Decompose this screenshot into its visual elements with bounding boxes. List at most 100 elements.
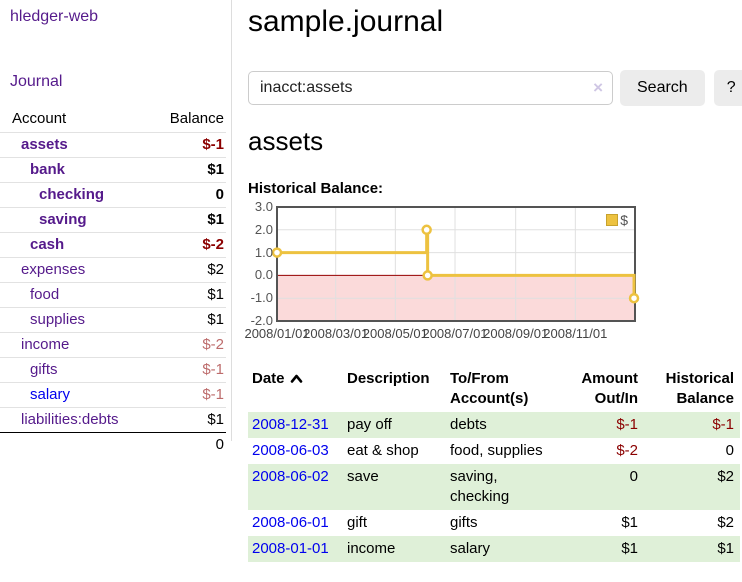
- account-row: checking 0: [0, 182, 226, 208]
- app-title-link[interactable]: hledger-web: [10, 8, 99, 25]
- tx-amount-cell: $1: [621, 514, 638, 531]
- x-axis-tick-label: 2008/01/01: [244, 326, 310, 341]
- transactions-table: Date Description To/From Account(s) Amou…: [248, 366, 740, 562]
- account-row: expenses $2: [0, 257, 226, 283]
- search-button[interactable]: Search: [620, 70, 705, 106]
- tx-balance-cell: $2: [717, 514, 734, 531]
- x-axis-tick-label: 2008/09/01: [483, 326, 549, 341]
- tx-amount-cell: 0: [629, 468, 638, 485]
- column-date[interactable]: Date: [248, 366, 343, 412]
- account-link[interactable]: assets: [21, 136, 68, 153]
- transaction-date-link[interactable]: 2008-06-02: [252, 468, 329, 485]
- account-balance: $-1: [202, 136, 224, 153]
- accounts-column-balance: Balance: [169, 110, 224, 127]
- tx-description-cell: eat & shop: [347, 442, 419, 459]
- account-row: bank $1: [0, 157, 226, 183]
- clear-search-icon[interactable]: ×: [593, 78, 603, 97]
- tx-date-cell: 2008-01-01: [248, 536, 343, 562]
- transaction-date-link[interactable]: 2008-12-31: [252, 416, 329, 433]
- account-row: assets $-1: [0, 132, 226, 158]
- y-axis-tick-label: -1.0: [250, 290, 273, 306]
- chart-plot-area: $: [271, 206, 640, 322]
- search-input[interactable]: [248, 71, 613, 105]
- account-balance: $1: [207, 286, 224, 303]
- account-balance: $2: [207, 261, 224, 278]
- help-button[interactable]: ?: [713, 70, 742, 106]
- tx-accounts-cell: salary: [450, 540, 491, 557]
- transaction-date-link[interactable]: 2008-06-03: [252, 442, 329, 459]
- x-axis-tick-label: 2008/11/01: [543, 326, 608, 341]
- transaction-row: 2008-01-01 income salary $1 $1: [248, 536, 740, 562]
- account-balance: 0: [215, 186, 224, 203]
- x-axis-tick-label: 2008/07/01: [422, 326, 488, 341]
- accounts-table: Account Balance assets $-1 bank $1 checking 0…: [0, 106, 226, 457]
- account-link[interactable]: gifts: [30, 361, 58, 378]
- column-amount: Amount Out/In: [581, 370, 638, 407]
- y-axis-tick-label: -2.0: [250, 313, 273, 328]
- account-link[interactable]: bank: [30, 161, 66, 178]
- tx-accounts-cell: food, supplies: [450, 442, 543, 459]
- tx-amount-cell: $-2: [616, 442, 638, 459]
- main-content: sample.journal × Search ? assets Histori…: [232, 0, 742, 582]
- accounts-body: assets $-1 bank $1 checking 0 saving $1 cash $-2 e…: [0, 132, 226, 433]
- tx-date-cell: 2008-12-31: [248, 412, 343, 438]
- tx-description-cell: income: [347, 540, 396, 557]
- chart-legend: $: [606, 212, 628, 228]
- chart-label: Historical Balance:: [248, 180, 384, 197]
- account-link[interactable]: checking: [39, 186, 105, 203]
- account-balance: $1: [207, 161, 224, 178]
- search-form: × Search ?: [248, 70, 742, 106]
- account-row: liabilities:debts $1: [0, 407, 226, 433]
- transactions-header-row: Date Description To/From Account(s) Amou…: [248, 366, 740, 412]
- account-link[interactable]: expenses: [21, 261, 86, 278]
- transaction-row: 2008-06-01 gift gifts $1 $2: [248, 510, 740, 536]
- account-link[interactable]: salary: [30, 386, 71, 403]
- x-axis-tick-label: 2008/03/01: [303, 326, 369, 341]
- account-link[interactable]: cash: [30, 236, 65, 253]
- tx-amount-cell: $-1: [616, 416, 638, 433]
- legend-label: $: [620, 212, 628, 228]
- accounts-header-row: Account Balance: [0, 106, 226, 133]
- account-balance: $-2: [202, 336, 224, 353]
- column-balance: Historical Balance: [665, 370, 734, 407]
- tx-accounts-cell: saving, checking: [450, 468, 510, 505]
- sidebar-item-journal[interactable]: Journal: [10, 73, 63, 90]
- transaction-row: 2008-06-03 eat & shop food, supplies $-2 0: [248, 438, 740, 464]
- account-link[interactable]: income: [21, 336, 70, 353]
- transaction-row: 2008-12-31 pay off debts $-1 $-1: [248, 412, 740, 438]
- account-balance: $1: [207, 311, 224, 328]
- account-balance: $-2: [202, 236, 224, 253]
- tx-date-cell: 2008-06-01: [248, 510, 343, 536]
- column-accounts: To/From Account(s): [450, 370, 529, 407]
- y-axis-tick-label: 3.0: [254, 199, 273, 214]
- tx-description-cell: save: [347, 468, 379, 485]
- account-link[interactable]: liabilities:debts: [21, 411, 119, 428]
- tx-amount-cell: $1: [621, 540, 638, 557]
- account-link[interactable]: saving: [39, 211, 87, 228]
- accounts-column-account: Account: [12, 110, 67, 127]
- y-axis-tick-label: 1.0: [254, 244, 273, 260]
- tx-description-cell: pay off: [347, 416, 392, 433]
- account-balance: $1: [207, 411, 224, 428]
- tx-date-cell: 2008-06-03: [248, 438, 343, 464]
- tx-balance-cell: $1: [717, 540, 734, 557]
- account-heading: assets: [248, 126, 324, 156]
- legend-swatch-icon: [606, 214, 619, 226]
- column-description: Description: [347, 370, 430, 387]
- account-link[interactable]: food: [30, 286, 60, 303]
- tx-date-cell: 2008-06-02: [248, 464, 343, 510]
- account-row: income $-2: [0, 332, 226, 358]
- accounts-total-value: 0: [215, 436, 224, 453]
- tx-description-cell: gift: [347, 514, 368, 531]
- transaction-date-link[interactable]: 2008-06-01: [252, 514, 329, 531]
- account-row: salary $-1: [0, 382, 226, 408]
- transaction-date-link[interactable]: 2008-01-01: [252, 540, 329, 557]
- sidebar: hledger-web Journal Account Balance asse…: [0, 0, 232, 452]
- account-row: gifts $-1: [0, 357, 226, 383]
- tx-accounts-cell: gifts: [450, 514, 478, 531]
- account-link[interactable]: supplies: [30, 311, 86, 328]
- tx-accounts-cell: debts: [450, 416, 487, 433]
- account-balance: $1: [207, 211, 224, 228]
- account-row: cash $-2: [0, 232, 226, 258]
- y-axis-tick-label: 0.0: [254, 267, 273, 283]
